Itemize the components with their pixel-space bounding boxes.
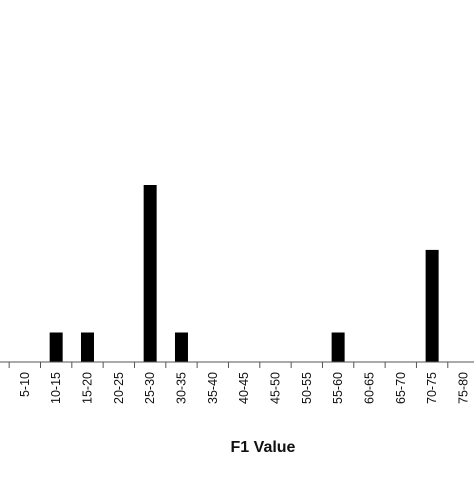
x-tick-label-35-40: 35-40 [206, 372, 220, 404]
x-tick-label-50-55: 50-55 [300, 372, 314, 404]
x-tick-label-75-80: 75-80 [456, 372, 470, 404]
x-tick-labels: 0-5 5-10 10-15 15-20 20-25 25-30 30-35 35-40 40-… [0, 372, 470, 404]
x-tick-label-65-70: 65-70 [394, 372, 408, 404]
bar-30-35 [174, 332, 188, 362]
bar-70-75 [425, 249, 439, 362]
x-tick-label-70-75: 70-75 [425, 372, 439, 404]
x-tick-label-55-60: 55-60 [331, 372, 345, 404]
x-tick-label-15-20: 15-20 [80, 372, 94, 404]
x-tick-label-40-45: 40-45 [237, 372, 251, 404]
bar-15-20 [80, 332, 94, 362]
x-tick-label-0-5: 0-5 [0, 372, 1, 390]
x-tick-label-10-15: 10-15 [49, 372, 63, 404]
bar-25-30 [143, 185, 157, 362]
x-tick-label-60-65: 60-65 [362, 372, 376, 404]
x-tick-label-20-25: 20-25 [112, 372, 126, 404]
x-tick-label-30-35: 30-35 [174, 372, 188, 404]
x-axis [0, 361, 474, 368]
bar-10-15 [49, 332, 63, 362]
bar-55-60 [331, 332, 345, 362]
bars-layer [49, 185, 439, 362]
x-tick-label-5-10: 5-10 [18, 372, 32, 397]
x-tick-label-45-50: 45-50 [268, 372, 282, 404]
x-axis-title: F1 Value [231, 439, 296, 456]
x-tick-label-25-30: 25-30 [143, 372, 157, 404]
